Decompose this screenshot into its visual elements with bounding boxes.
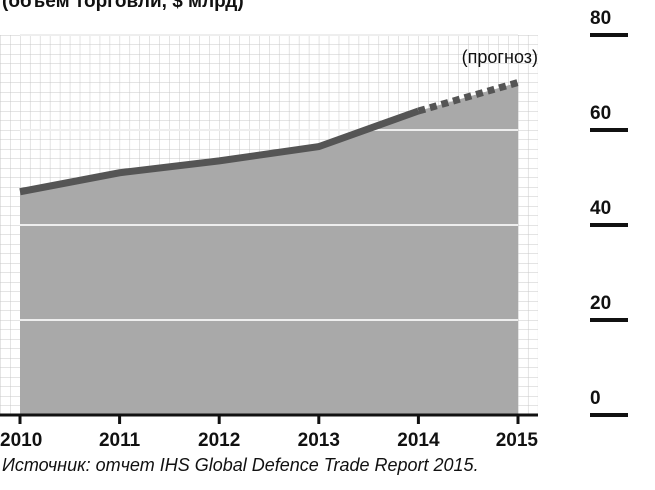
x-tick-label: 2013 — [298, 430, 340, 451]
y-tick-label: 0 — [590, 388, 601, 409]
y-tick-label: 40 — [590, 198, 611, 219]
source: Источник: отчет IHS Global Defence Trade… — [2, 455, 479, 475]
forecast-line — [417, 79, 519, 115]
y-tick-label: 80 — [590, 8, 611, 29]
y-tick-label: 60 — [590, 103, 611, 124]
area — [20, 82, 518, 415]
x-tick-label: 2015 — [496, 430, 539, 451]
line — [19, 107, 420, 196]
y-tick-label: 20 — [590, 293, 611, 314]
x-tick-label: 2014 — [397, 430, 440, 451]
subtitle: (объем торговли, $ млрд) — [2, 0, 244, 12]
x-tick-label: 2012 — [198, 430, 240, 451]
annotation: (прогноз) — [462, 47, 538, 67]
plot: 2010 2011 2012 2013 2014 2015 — [0, 34, 539, 451]
x-tick-label: 2010 — [0, 430, 42, 451]
x-tick-label: 2011 — [99, 430, 141, 451]
